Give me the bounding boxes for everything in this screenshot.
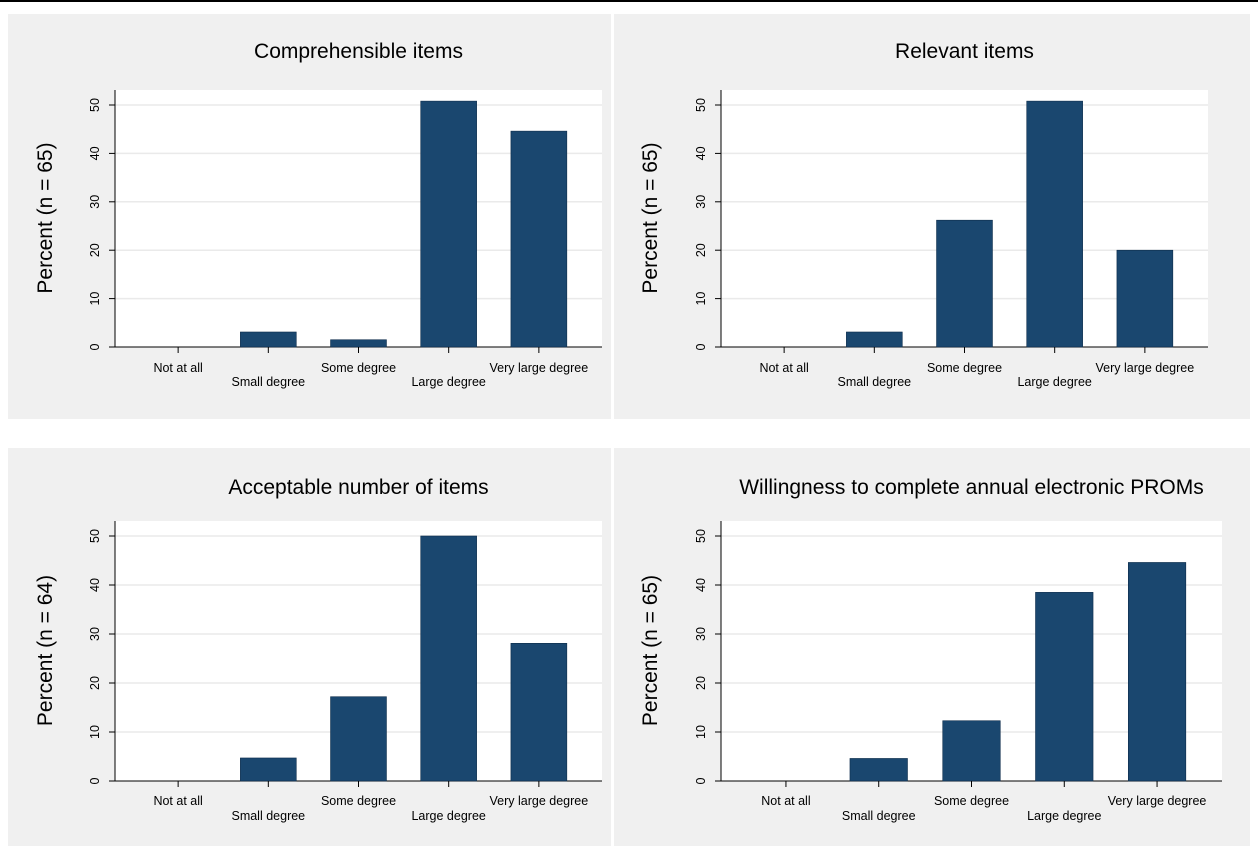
bar [1116, 249, 1174, 348]
category-label: Small degree [231, 809, 305, 823]
category-label: Not at all [153, 361, 202, 375]
y-tick-label: 20 [694, 243, 708, 257]
category-label: Very large degree [490, 794, 589, 808]
bar [510, 643, 568, 782]
category-label: Not at all [761, 794, 810, 808]
category-label: Not at all [153, 794, 202, 808]
chart-title: Acceptable number of items [228, 476, 488, 499]
y-axis-label: Percent (n = 64) [34, 575, 57, 726]
category-label: Some degree [927, 361, 1002, 375]
chart-title: Relevant items [895, 40, 1034, 63]
bar [936, 219, 993, 348]
bar [420, 535, 477, 782]
y-tick-label: 0 [694, 343, 708, 350]
bar [1127, 562, 1187, 782]
y-tick-label: 20 [694, 676, 708, 690]
bar [849, 758, 908, 782]
chart-title: Comprehensible items [254, 40, 463, 63]
bar [420, 100, 477, 348]
bar [942, 720, 1001, 782]
category-label: Large degree [411, 375, 485, 389]
category-label: Large degree [1017, 375, 1091, 389]
top-rule [0, 0, 1258, 2]
category-label: Large degree [411, 809, 485, 823]
category-label: Small degree [842, 809, 916, 823]
y-axis-label: Percent (n = 65) [639, 575, 662, 726]
category-label: Very large degree [1108, 794, 1207, 808]
y-tick-label: 10 [694, 725, 708, 739]
category-label: Small degree [837, 375, 911, 389]
y-tick-label: 30 [694, 195, 708, 209]
y-tick-label: 0 [694, 777, 708, 784]
bar [510, 130, 568, 348]
y-tick-label: 0 [88, 777, 102, 784]
y-axis-label: Percent (n = 65) [34, 142, 57, 293]
category-label: Very large degree [1096, 361, 1195, 375]
chart-panel-4: 0 10 20 30 40 50 Not at all Small degree Some de… [614, 448, 1250, 846]
y-tick-label: 0 [88, 343, 102, 350]
bar [1026, 100, 1083, 348]
category-label: Small degree [231, 375, 305, 389]
category-label: Large degree [1027, 809, 1101, 823]
y-tick-label: 30 [88, 195, 102, 209]
y-tick-label: 10 [88, 725, 102, 739]
bar [330, 339, 387, 348]
y-tick-label: 20 [88, 676, 102, 690]
y-tick-label: 40 [88, 578, 102, 592]
y-tick-label: 40 [88, 146, 102, 160]
bar [846, 331, 903, 348]
chart-panel-1: 0 10 20 30 40 50 Not at all Small degree Some de… [8, 14, 611, 419]
category-label: Some degree [934, 794, 1009, 808]
y-tick-label: 40 [694, 146, 708, 160]
bar [240, 331, 297, 348]
category-label: Some degree [321, 794, 396, 808]
y-tick-label: 40 [694, 578, 708, 592]
y-axis-label: Percent (n = 65) [639, 142, 662, 293]
y-tick-label: 30 [694, 627, 708, 641]
category-label: Very large degree [490, 361, 589, 375]
chart-title: Willingness to complete annual electroni… [739, 476, 1204, 499]
y-tick-label: 10 [694, 292, 708, 306]
chart-panel-3: 0 10 20 30 40 50 Not at all Small degree Some de… [8, 448, 611, 846]
y-tick-label: 20 [88, 243, 102, 257]
bar [240, 757, 297, 782]
y-tick-label: 30 [88, 627, 102, 641]
bar [330, 696, 387, 782]
chart-panel-2: 0 10 20 30 40 50 Not at all Small degree Some de… [614, 14, 1250, 419]
y-tick-label: 50 [88, 529, 102, 543]
y-tick-label: 50 [694, 529, 708, 543]
y-tick-label: 10 [88, 292, 102, 306]
y-tick-label: 50 [88, 98, 102, 112]
y-tick-label: 50 [694, 98, 708, 112]
category-label: Some degree [321, 361, 396, 375]
category-label: Not at all [759, 361, 808, 375]
bar [1035, 592, 1094, 782]
